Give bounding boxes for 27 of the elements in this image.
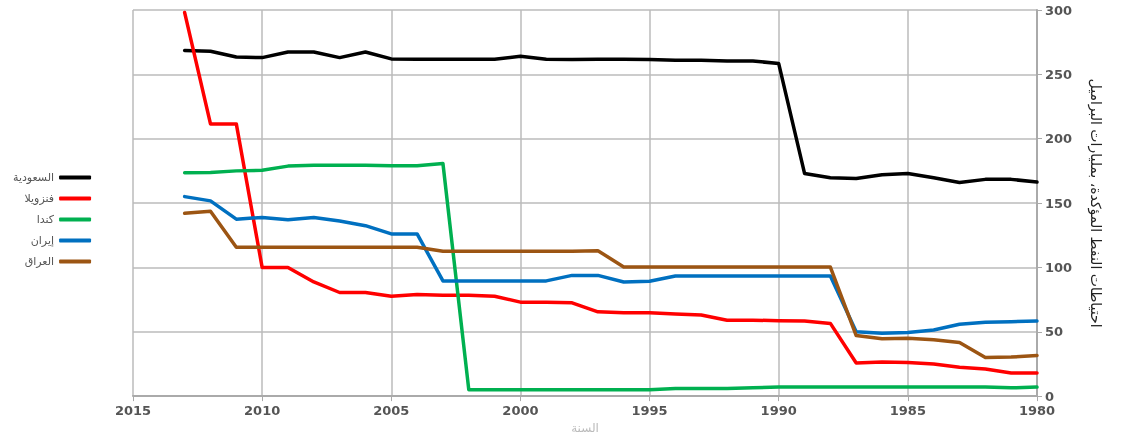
legend-label: كندا xyxy=(36,213,55,226)
legend-label: السعودية xyxy=(12,171,55,184)
line-series xyxy=(182,10,1039,375)
y-tick-label: 250 xyxy=(1045,66,1073,82)
line-series xyxy=(182,209,1039,360)
y-tick-label: 300 xyxy=(1045,2,1073,18)
legend-label: فنزويلا xyxy=(24,192,55,205)
y-tick-label: 100 xyxy=(1045,259,1073,275)
x-tick-label: 1995 xyxy=(631,403,668,419)
x-tick-label: 1980 xyxy=(1018,403,1056,419)
legend-label: العراق xyxy=(24,255,55,268)
y-tick-label: 150 xyxy=(1045,195,1073,211)
y-axis-title: احتياطات النفط المؤكدة، بمليارات البراميل xyxy=(1087,78,1104,328)
x-tick-label: 1990 xyxy=(760,403,797,419)
legend-label: إيران xyxy=(30,234,55,247)
x-tick-label: 2010 xyxy=(244,403,281,419)
line-series xyxy=(182,48,1039,185)
line-series xyxy=(182,194,1039,336)
line-series xyxy=(182,161,1039,392)
x-tick-label: 2005 xyxy=(373,403,410,419)
x-tick-label: 1985 xyxy=(889,403,926,419)
y-tick-label: 0 xyxy=(1045,388,1055,404)
y-tick-label: 200 xyxy=(1045,131,1073,147)
x-tick-label: 2015 xyxy=(114,403,152,419)
y-tick-label: 50 xyxy=(1045,324,1064,340)
x-axis-title: السنة xyxy=(571,421,599,435)
x-tick-label: 2000 xyxy=(502,403,539,419)
